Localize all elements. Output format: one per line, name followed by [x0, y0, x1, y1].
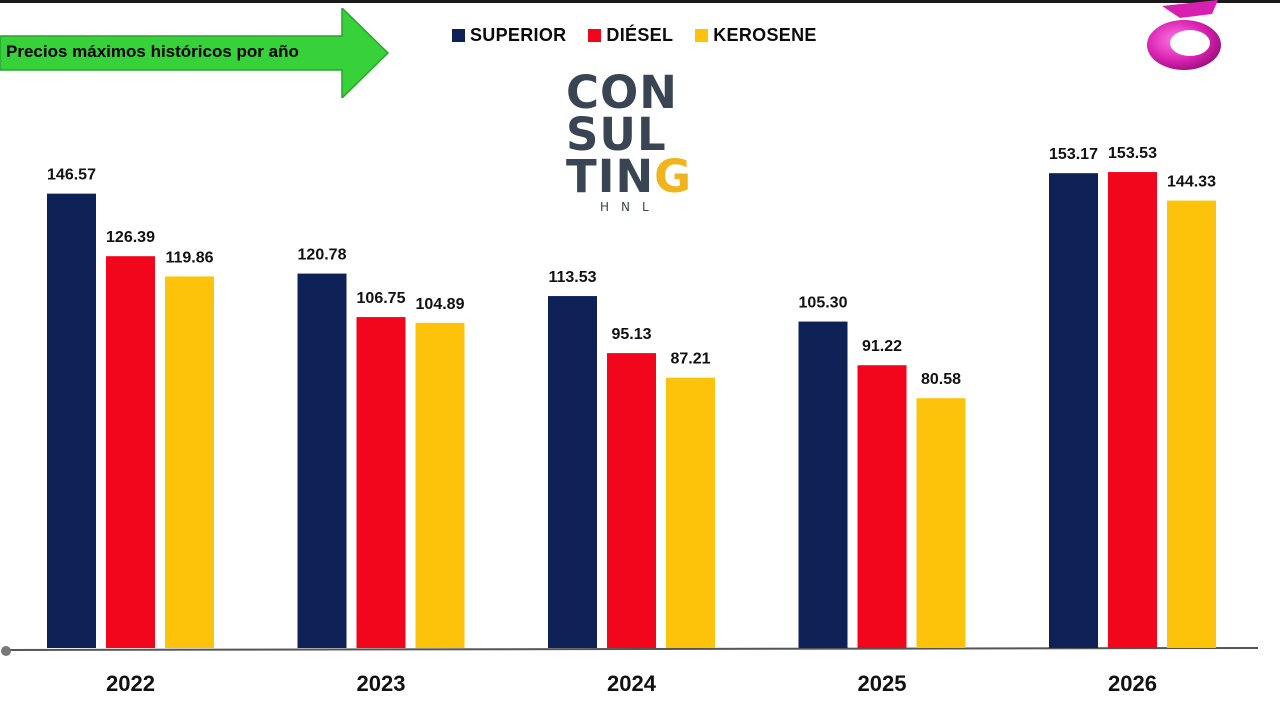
- logo-subtitle: HNL: [600, 200, 661, 214]
- legend-swatch-kerosene: [695, 29, 709, 42]
- logo-line-3: TING: [566, 154, 706, 199]
- bar-kerosene-2023: [415, 322, 465, 648]
- x-axis-line: [5, 647, 1259, 651]
- category-label-2022: 2022: [106, 671, 155, 696]
- value-label-superior-2025: 105.30: [799, 295, 848, 312]
- value-label-kerosene-2023: 104.89: [416, 296, 465, 313]
- bar-superior-2022: [47, 193, 96, 648]
- bar-superior-2023: [297, 273, 347, 648]
- x-axis-start-dot: [1, 646, 11, 656]
- legend-item-diesel: DIÉSEL: [588, 25, 673, 46]
- chart-title: Precios máximos históricos por año: [6, 42, 299, 61]
- bar-kerosene-2024: [666, 377, 715, 648]
- value-label-kerosene-2022: 119.86: [165, 249, 213, 266]
- logo-line-2: SUL: [566, 108, 667, 161]
- top-border: [0, 0, 1280, 3]
- legend-swatch-superior: [452, 29, 465, 42]
- bar-superior-2025: [798, 321, 848, 648]
- legend-label-kerosene: KEROSENE: [713, 25, 817, 45]
- value-label-diesel-2025: 91.22: [862, 338, 902, 355]
- value-label-superior-2022: 146.57: [47, 167, 96, 184]
- bar-kerosene-2022: [165, 276, 214, 648]
- category-label-2023: 2023: [357, 671, 406, 696]
- value-label-superior-2023: 120.78: [298, 247, 347, 264]
- bar-diesel-2025: [857, 365, 907, 648]
- channel-5-logo-icon: [1147, 0, 1221, 70]
- bar-superior-2024: [548, 296, 597, 648]
- bar-diesel-2024: [607, 353, 656, 648]
- value-label-kerosene-2026: 144.33: [1167, 174, 1216, 191]
- legend-item-superior: SUPERIOR: [452, 25, 566, 46]
- bar-diesel-2022: [106, 256, 155, 648]
- bar-kerosene-2026: [1167, 200, 1216, 648]
- legend-label-diesel: DIÉSEL: [606, 25, 674, 45]
- value-label-diesel-2023: 106.75: [357, 290, 406, 307]
- value-label-kerosene-2024: 87.21: [670, 351, 710, 368]
- bar-diesel-2026: [1108, 172, 1157, 648]
- bar-diesel-2023: [356, 317, 406, 648]
- logo-line-1: CON: [566, 66, 678, 119]
- value-label-diesel-2024: 95.13: [611, 326, 651, 343]
- logo-line-3-main: TIN: [566, 150, 655, 203]
- value-label-diesel-2022: 126.39: [106, 229, 155, 246]
- logo-line-3-accent: G: [654, 150, 693, 203]
- legend-swatch-diesel: [588, 29, 602, 42]
- bar-superior-2026: [1049, 173, 1098, 648]
- category-label-2025: 2025: [858, 671, 907, 696]
- category-label-2024: 2024: [607, 671, 657, 696]
- value-label-diesel-2026: 153.53: [1108, 145, 1157, 162]
- bar-kerosene-2025: [916, 398, 966, 648]
- category-label-2026: 2026: [1108, 671, 1157, 696]
- value-label-superior-2024: 113.53: [548, 269, 596, 286]
- chart-legend: SUPERIOR DIÉSEL KEROSENE: [452, 25, 839, 46]
- legend-item-kerosene: KEROSENE: [695, 25, 816, 46]
- value-label-kerosene-2025: 80.58: [921, 371, 961, 388]
- consulting-hnl-logo: CON SUL TING HNL: [566, 66, 706, 214]
- legend-label-superior: SUPERIOR: [470, 25, 567, 45]
- title-arrow-shape: [0, 8, 390, 98]
- value-label-superior-2026: 153.17: [1049, 146, 1098, 163]
